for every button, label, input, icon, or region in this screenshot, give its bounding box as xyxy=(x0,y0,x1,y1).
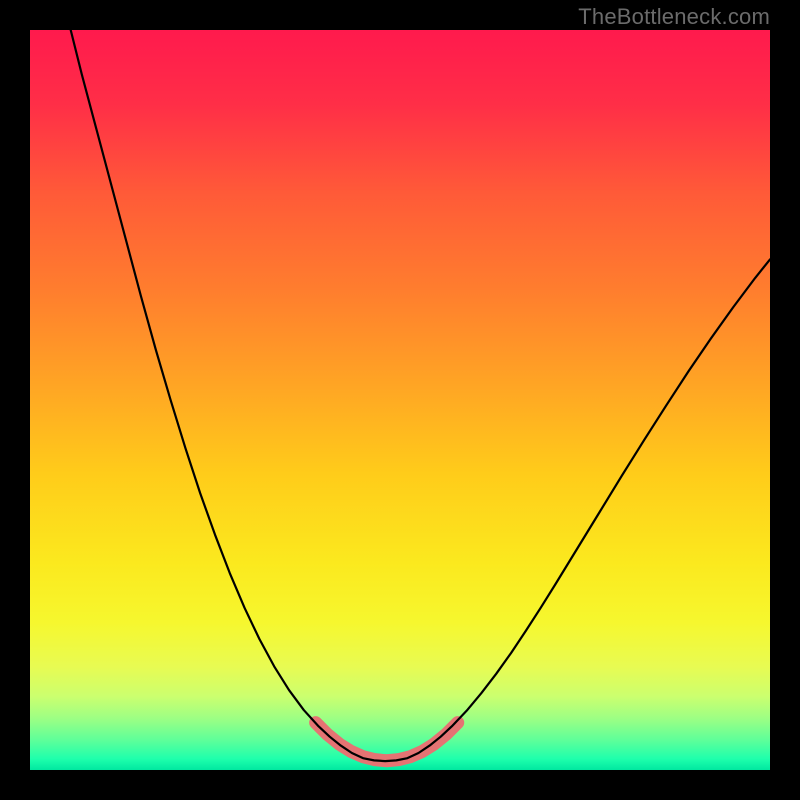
chart-frame: TheBottleneck.com xyxy=(0,0,800,800)
watermark-text: TheBottleneck.com xyxy=(578,4,770,30)
chart-svg xyxy=(30,30,770,770)
gradient-background xyxy=(30,30,770,770)
plot-area xyxy=(30,30,770,770)
